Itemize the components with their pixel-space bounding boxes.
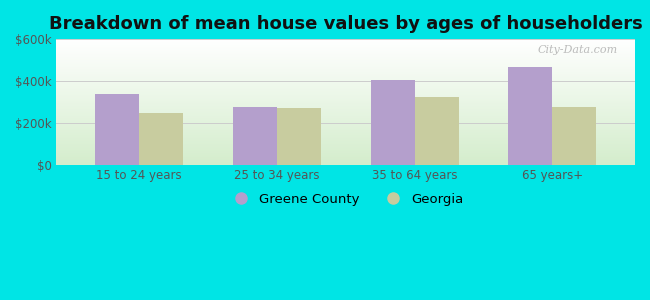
- Text: City-Data.com: City-Data.com: [538, 45, 618, 55]
- Bar: [552, 107, 597, 165]
- Bar: [277, 108, 321, 165]
- Bar: [508, 67, 552, 165]
- Bar: [139, 113, 183, 165]
- Bar: [370, 80, 415, 165]
- Bar: [95, 94, 139, 165]
- Legend: Greene County, Georgia: Greene County, Georgia: [222, 187, 469, 211]
- Bar: [415, 98, 459, 165]
- Bar: [233, 107, 277, 165]
- Title: Breakdown of mean house values by ages of householders: Breakdown of mean house values by ages o…: [49, 15, 643, 33]
